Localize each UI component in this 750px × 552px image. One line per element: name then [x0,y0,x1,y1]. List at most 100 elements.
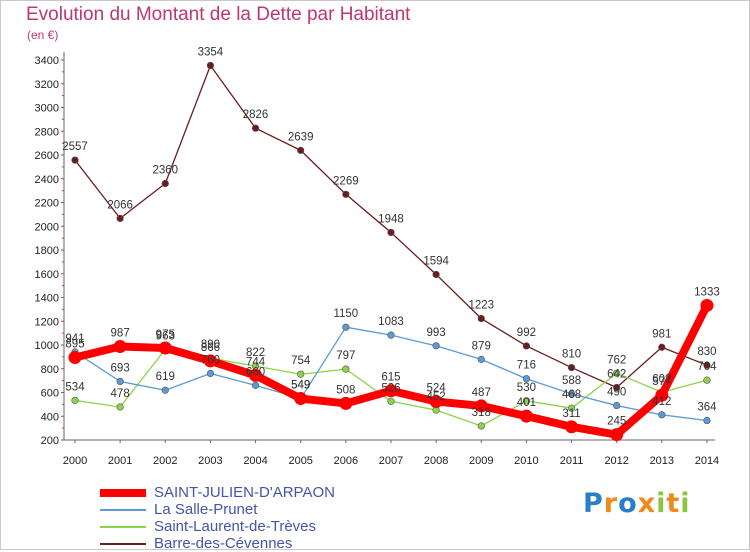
proxiti-logo: Proxiti [583,488,691,519]
y-tick-label: 3000 [35,103,59,115]
series-point [610,428,624,442]
series-point [116,214,124,223]
legend-label: Barre-des-Cévennes [154,535,293,552]
x-tick-label: 2004 [243,455,267,467]
chart-title: Evolution du Montant de la Dette par Hab… [26,4,411,25]
series-point [339,396,353,410]
data-label: 245 [607,416,626,428]
data-label: 642 [607,369,626,381]
legend-label: SAINT-JULIEN-D'ARPAON [154,484,335,501]
series-point [71,156,79,164]
y-tick-label: 2400 [35,174,59,186]
series-point [567,404,576,412]
series-point [251,381,260,389]
data-label: 577 [652,376,671,388]
y-tick-label: 2800 [35,126,59,138]
series-point [565,420,579,434]
series-point [477,422,485,430]
data-label: 602 [652,373,671,385]
data-label: 619 [156,371,175,383]
series-point [432,342,440,350]
data-label: 2639 [288,131,314,143]
data-label: 716 [517,360,536,372]
data-label: 822 [246,347,265,359]
x-tick-label: 2005 [288,455,312,467]
series-point [429,395,443,409]
x-tick-label: 2002 [153,455,177,467]
data-label: 588 [562,375,581,387]
data-label: 534 [65,381,85,393]
y-tick-label: 3400 [35,55,59,67]
x-tick-label: 2013 [650,455,674,467]
series-point [477,314,485,323]
data-label: 760 [201,355,220,367]
data-label: 364 [697,402,717,414]
data-label: 468 [562,389,581,401]
x-tick-label: 2001 [108,455,132,467]
series-point [567,363,576,372]
data-label: 526 [381,382,400,394]
y-tick-label: 800 [41,364,59,376]
data-label: 975 [156,329,175,341]
y-tick-label: 600 [41,388,59,400]
data-label: 963 [156,330,175,342]
x-tick-label: 2011 [560,455,584,467]
series-point [613,383,621,392]
x-tick-label: 2012 [604,455,628,467]
data-label: 987 [111,328,130,340]
data-label: 490 [607,387,626,399]
series-point [158,341,172,355]
data-label: 992 [517,327,536,339]
data-label: 3354 [198,46,224,58]
data-label: 508 [336,384,355,396]
data-label: 879 [472,340,491,352]
series-point [613,369,621,377]
data-label: 318 [472,407,491,419]
series-point [161,386,169,394]
series-point [477,355,485,363]
series-point [249,368,263,382]
series-point [251,124,260,132]
series-point [474,399,488,413]
legend-swatch [100,509,146,511]
series-point [700,298,714,312]
x-tick-label: 2014 [695,455,719,467]
data-label: 2066 [107,199,133,211]
data-label: 830 [697,346,716,358]
series-point [387,397,395,405]
data-label: 941 [65,333,84,345]
series-point [387,331,395,339]
data-label: 693 [111,362,130,374]
x-tick-label: 2006 [334,455,358,467]
y-tick-label: 1800 [35,245,59,257]
data-label: 660 [246,366,265,378]
series-point [658,343,666,351]
y-tick-label: 3200 [35,79,59,91]
series-point [658,411,666,419]
series-point [297,370,305,378]
data-label: 744 [246,356,266,368]
data-label: 1223 [468,300,494,312]
data-label: 1333 [694,286,720,298]
y-tick-label: 2200 [35,198,59,210]
data-label: 2557 [62,141,88,153]
x-tick-label: 2003 [198,455,222,467]
x-tick-label: 2000 [63,455,87,467]
data-label: 1083 [378,316,404,328]
data-label: 866 [201,342,220,354]
data-label: 2826 [243,109,269,121]
y-tick-label: 2600 [35,150,59,162]
data-label: 412 [652,396,671,408]
series-point [116,377,124,386]
data-label: 2360 [152,165,178,177]
series-point [342,190,350,198]
data-label: 452 [427,391,446,403]
data-label: 549 [291,380,310,392]
series-point [522,375,531,383]
data-label: 1594 [423,255,449,267]
series-point [294,392,308,406]
data-label: 549 [291,380,310,392]
series-point [161,179,169,188]
series-point [703,416,711,425]
